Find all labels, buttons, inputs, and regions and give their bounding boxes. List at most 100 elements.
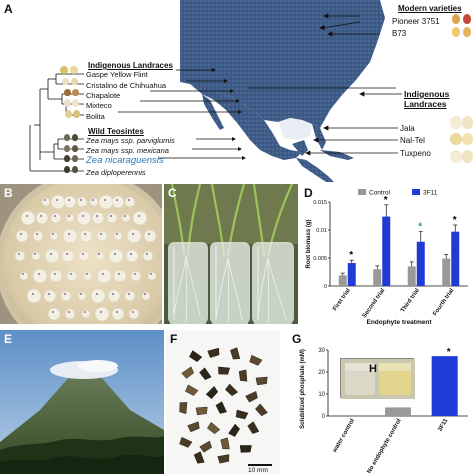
bacterial-colony bbox=[78, 250, 90, 262]
teosinte-seed-body bbox=[189, 350, 203, 362]
bacterial-colony bbox=[41, 197, 51, 207]
bacterial-colony bbox=[90, 288, 106, 304]
colony-dot bbox=[124, 215, 126, 217]
kernel-icon bbox=[462, 133, 473, 145]
panel-d: D 0 0.005 0.01 0.015 Root biomass (g) Endophy… bbox=[300, 184, 474, 328]
bacterial-colony bbox=[60, 290, 72, 302]
y-tick-label: 0 bbox=[322, 414, 326, 420]
colony-dot bbox=[38, 273, 40, 275]
teosinte-seed bbox=[185, 384, 199, 396]
colony-dot bbox=[68, 199, 70, 201]
panel-a: A bbox=[0, 0, 474, 182]
bacterial-colony bbox=[76, 196, 88, 208]
colony-dot bbox=[56, 199, 58, 201]
teosinte-seed-body bbox=[239, 445, 252, 453]
colony-dot bbox=[84, 311, 86, 313]
colony-dot bbox=[102, 273, 104, 275]
teosinte-seed bbox=[255, 376, 268, 386]
colony-dot bbox=[96, 215, 98, 217]
teosinte-seed-icon bbox=[64, 166, 70, 173]
bacterial-colony bbox=[147, 271, 157, 281]
bacterial-colony bbox=[15, 229, 29, 243]
teosinte-seed bbox=[205, 385, 219, 399]
teosinte-seed-body bbox=[199, 440, 212, 453]
panel-label-g: G bbox=[292, 332, 302, 346]
teosinte-seed-icon bbox=[64, 155, 70, 162]
teosinte-seeds-photo bbox=[179, 347, 268, 464]
colony-dot bbox=[146, 253, 148, 255]
colony-dot bbox=[150, 273, 152, 275]
kernel-icon bbox=[450, 133, 462, 145]
teosinte-label: Zea diploperennis bbox=[86, 168, 146, 177]
colony-dot bbox=[22, 273, 24, 275]
y-axis-label: Root biomass (g) bbox=[306, 219, 312, 268]
kernel-icon bbox=[450, 116, 462, 129]
colony-dot bbox=[132, 311, 134, 313]
colony-dot bbox=[66, 253, 68, 255]
y-tick-label: 20 bbox=[318, 370, 325, 376]
teosinte-seed bbox=[179, 436, 193, 448]
bacterial-colony bbox=[65, 213, 75, 223]
teosinte-seed bbox=[199, 367, 212, 381]
teosinte-seed bbox=[193, 451, 205, 464]
colony-dot bbox=[68, 215, 70, 217]
colony-dot bbox=[84, 233, 86, 235]
teosinte-seed-body bbox=[249, 354, 263, 366]
colony-dot bbox=[134, 273, 136, 275]
kernel-icon bbox=[70, 66, 78, 74]
colony-dot bbox=[138, 215, 140, 217]
colony-dot bbox=[132, 233, 134, 235]
kernel-icon bbox=[72, 99, 79, 107]
phylogeny-tree bbox=[29, 68, 246, 172]
teosinte-seed-body bbox=[193, 451, 205, 464]
colony-dot bbox=[40, 215, 42, 217]
bacterial-colony bbox=[76, 210, 92, 226]
x-tick-label: Fourth trial bbox=[432, 287, 455, 317]
colony-dot bbox=[82, 253, 84, 255]
bacterial-colony bbox=[98, 194, 114, 210]
bacterial-colony bbox=[83, 271, 93, 281]
bacterial-colony bbox=[108, 248, 124, 264]
legend-label: Control bbox=[369, 190, 391, 197]
root-biomass-chart: 0 0.005 0.01 0.015 Root biomass (g) Endophyte… bbox=[306, 189, 468, 326]
colony-dot bbox=[80, 199, 82, 201]
teosinte-seed-body bbox=[181, 366, 195, 379]
bacterial-colony bbox=[43, 289, 57, 303]
teosinte-seed-body bbox=[199, 367, 212, 381]
bacterial-colony bbox=[14, 250, 26, 262]
y-tick-label: 30 bbox=[318, 348, 325, 354]
colony-dot bbox=[128, 199, 130, 201]
colony-dot bbox=[130, 253, 132, 255]
kernel-icon bbox=[60, 66, 68, 74]
bar bbox=[382, 216, 391, 286]
teosinte-seed bbox=[207, 421, 221, 435]
colony-dot bbox=[68, 233, 70, 235]
panel-label-f: F bbox=[170, 332, 178, 346]
teosinte-seed-body bbox=[205, 385, 219, 399]
modern-variety-label: Pioneer 3751 bbox=[392, 17, 440, 26]
teosinte-seed bbox=[187, 421, 200, 433]
teosinte-seed bbox=[247, 421, 260, 434]
bar bbox=[416, 241, 425, 286]
bacterial-colony bbox=[50, 212, 62, 224]
panel-h-inset: H bbox=[340, 358, 415, 399]
teosinte-seed bbox=[220, 437, 230, 450]
indigenous-landraces-header-right: Landraces bbox=[404, 99, 447, 109]
x-tick-label: First trial bbox=[332, 287, 352, 312]
bar bbox=[385, 407, 411, 416]
teosinte-seed-body bbox=[195, 406, 208, 416]
colony-dot bbox=[98, 253, 100, 255]
bacterial-colony bbox=[121, 213, 131, 223]
significance-marker: * bbox=[453, 215, 457, 226]
bacterial-colony bbox=[61, 249, 75, 263]
significance-marker: * bbox=[418, 222, 422, 233]
teosinte-seed-body bbox=[228, 423, 240, 437]
teosinte-seed bbox=[199, 440, 212, 453]
teosinte-seed-body bbox=[220, 437, 230, 450]
landrace-label: Cristalino de Chihuahua bbox=[86, 81, 167, 90]
teosinte-seed-icon bbox=[72, 134, 78, 141]
colony-dot bbox=[36, 233, 38, 235]
colony-dot bbox=[44, 199, 46, 201]
panel-label-d: D bbox=[304, 186, 313, 200]
teosinte-seed bbox=[215, 401, 227, 414]
